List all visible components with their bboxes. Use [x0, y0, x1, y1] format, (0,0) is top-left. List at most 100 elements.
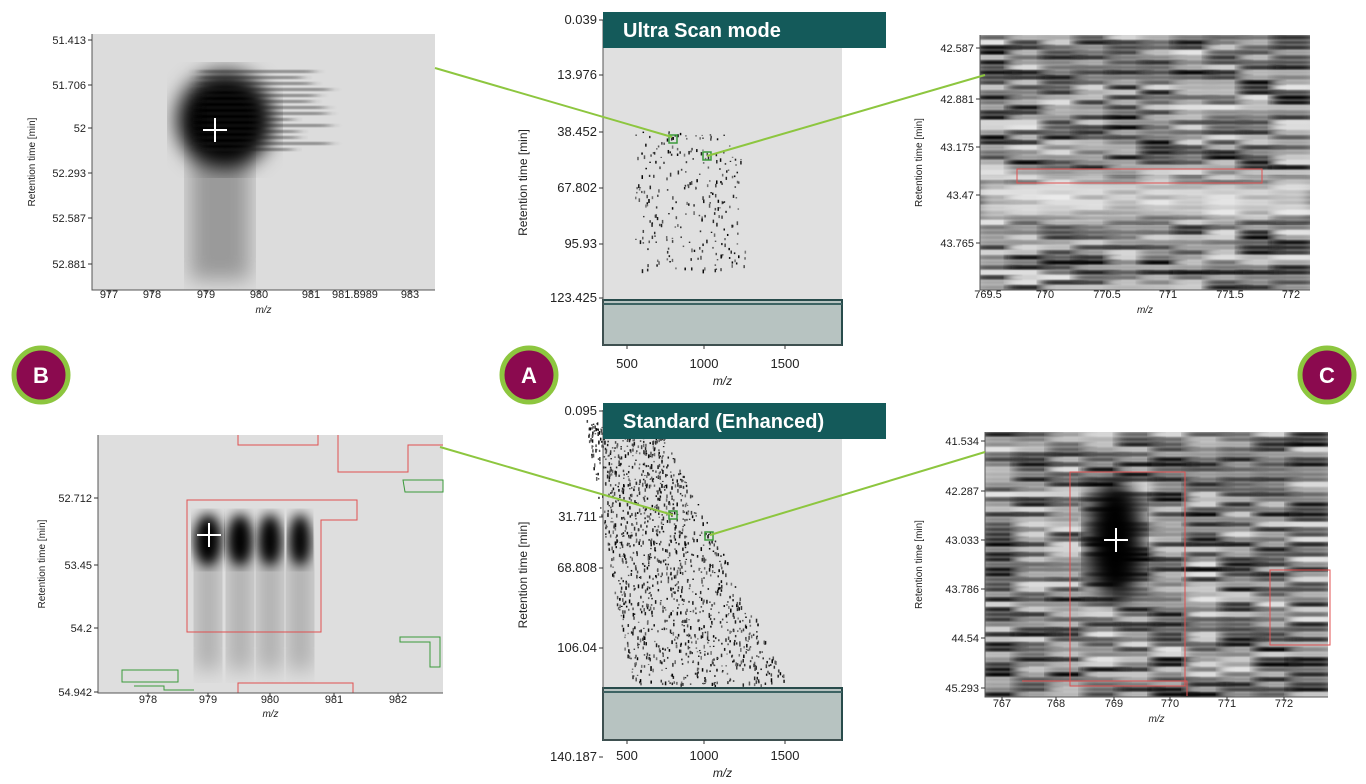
spot — [658, 463, 661, 468]
spot — [709, 134, 712, 136]
spot — [744, 257, 746, 260]
cell — [1074, 285, 1117, 290]
cell — [1151, 482, 1196, 487]
spot — [704, 677, 706, 680]
spot — [683, 676, 685, 680]
spot — [702, 196, 704, 201]
spot — [681, 589, 683, 594]
spot — [719, 168, 721, 170]
spot — [639, 440, 642, 442]
cell — [1239, 125, 1282, 130]
spot — [649, 553, 652, 556]
spot — [775, 661, 777, 665]
cell — [1074, 255, 1117, 260]
spot — [649, 135, 651, 139]
cell — [1082, 472, 1128, 477]
cell — [1185, 552, 1231, 557]
spot — [674, 548, 676, 550]
spot — [685, 135, 687, 137]
spot — [707, 641, 709, 644]
spot — [650, 465, 653, 470]
spot — [711, 540, 713, 544]
spot — [725, 573, 727, 578]
cell — [1272, 40, 1310, 45]
spot — [649, 185, 652, 190]
spot — [648, 240, 651, 244]
cell — [980, 110, 1018, 115]
spot — [668, 649, 671, 652]
cell — [1008, 55, 1051, 60]
cell — [985, 572, 1025, 577]
spot — [708, 567, 711, 572]
cell — [1206, 85, 1249, 90]
cell — [1272, 135, 1310, 140]
spot — [616, 603, 619, 607]
spot — [656, 534, 659, 537]
y-tick-label: 106.04 — [557, 640, 597, 655]
spot — [661, 519, 663, 521]
cell — [1288, 527, 1328, 532]
spot — [684, 642, 687, 646]
spot — [618, 464, 620, 467]
cell — [1151, 507, 1196, 512]
cell — [1185, 437, 1231, 442]
spot — [638, 491, 641, 495]
spot — [689, 494, 692, 499]
cell — [1074, 145, 1117, 150]
cell — [1008, 125, 1051, 130]
cell — [1107, 235, 1150, 240]
cell — [1107, 275, 1150, 280]
cell — [1151, 447, 1196, 452]
cell — [980, 65, 1018, 70]
cell — [1074, 260, 1117, 265]
spot — [654, 509, 657, 514]
spot — [698, 655, 700, 657]
spot — [639, 576, 642, 579]
spot — [693, 570, 695, 573]
spot — [632, 607, 634, 611]
cell — [1206, 275, 1249, 280]
spot — [624, 634, 627, 636]
spot — [663, 142, 665, 145]
cell — [1048, 477, 1093, 482]
spot — [665, 473, 667, 478]
cell — [1008, 230, 1051, 235]
spot — [699, 652, 702, 654]
cell — [1220, 552, 1265, 557]
spot — [703, 577, 705, 579]
cell — [1173, 250, 1216, 255]
spot — [729, 630, 731, 634]
spot — [708, 547, 711, 550]
spot — [659, 660, 662, 664]
spot — [719, 621, 722, 624]
cell — [1173, 135, 1216, 140]
cell — [1173, 70, 1216, 75]
spot — [648, 609, 651, 612]
spot — [757, 623, 759, 627]
spot — [748, 647, 751, 651]
cell — [1151, 457, 1196, 462]
spot — [659, 497, 661, 501]
spot — [702, 682, 704, 685]
spot — [613, 450, 616, 452]
spot — [609, 473, 611, 477]
spot — [636, 674, 639, 676]
cell — [1239, 110, 1282, 115]
spot — [662, 530, 665, 532]
spot — [615, 546, 618, 549]
spot — [706, 669, 708, 673]
spot — [644, 488, 647, 492]
cell — [1074, 70, 1117, 75]
cell — [1185, 467, 1231, 472]
spot — [597, 432, 599, 437]
x-tick-label: 770 — [1161, 698, 1179, 710]
spot — [757, 679, 760, 683]
spot — [772, 656, 775, 661]
spot — [782, 675, 784, 678]
spot — [679, 594, 682, 598]
spot — [707, 156, 710, 161]
spot — [686, 624, 689, 628]
cell — [1151, 557, 1196, 562]
spot — [682, 682, 684, 686]
spot — [668, 680, 670, 683]
